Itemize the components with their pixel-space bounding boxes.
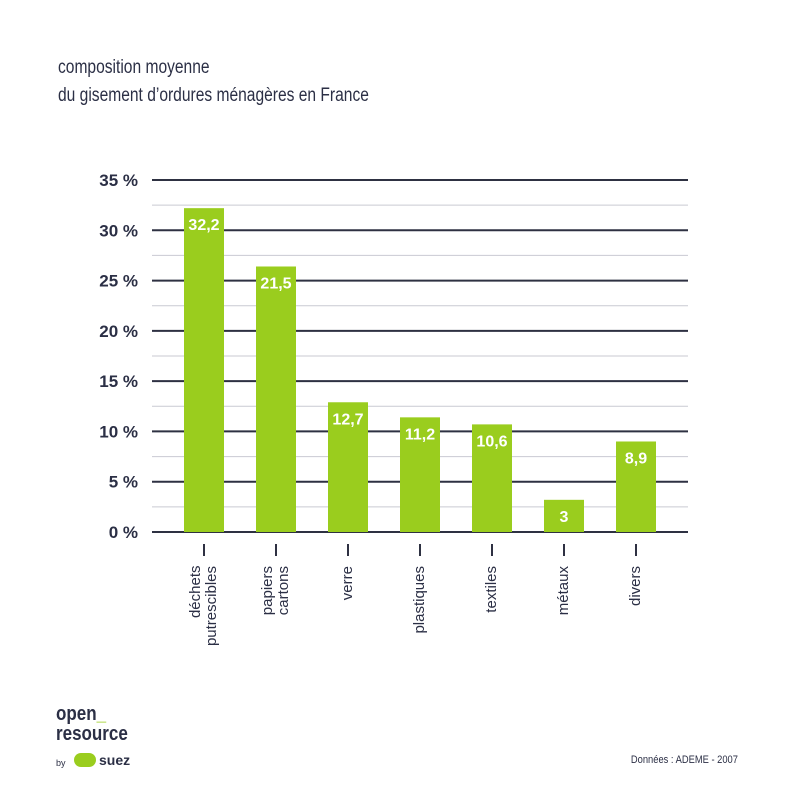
x-tick-label: textiles <box>483 566 500 613</box>
bar-value-label: 8,9 <box>625 450 647 467</box>
logo-open: open <box>56 703 97 725</box>
x-tick-label: divers <box>627 566 644 607</box>
bar <box>616 441 656 532</box>
bar <box>184 208 224 532</box>
logo-resource: resource <box>56 723 128 745</box>
bar <box>544 499 584 532</box>
x-tick-label: papiers cartons <box>259 566 292 616</box>
suez-logo: suez <box>74 752 130 768</box>
open-resource-logo: open_ resource <box>56 704 128 744</box>
bar-value-label: 32,2 <box>188 217 219 234</box>
x-tick-label: métaux <box>555 566 572 616</box>
logo-underscore: _ <box>96 703 107 725</box>
y-tick-label: 35 % <box>99 171 138 190</box>
bar <box>472 424 512 532</box>
y-tick-label: 30 % <box>99 221 138 240</box>
bar-value-label: 12,7 <box>332 411 363 428</box>
y-tick-label: 0 % <box>109 523 138 542</box>
y-tick-label: 15 % <box>99 372 138 391</box>
bar-value-label: 21,5 <box>260 275 291 292</box>
y-tick-label: 5 % <box>109 473 138 492</box>
suez-mark-icon <box>74 753 96 767</box>
x-tick-label: déchets putrescibles <box>187 566 220 647</box>
suez-wordmark: suez <box>99 752 131 768</box>
data-source: Données : ADEME - 2007 <box>630 754 738 766</box>
logo-by: by <box>56 758 66 768</box>
bar-value-label: 3 <box>560 509 569 526</box>
y-tick-label: 10 % <box>99 422 138 441</box>
bar <box>256 266 296 532</box>
bar-value-label: 11,2 <box>405 426 435 443</box>
x-tick-label: plastiques <box>411 566 428 634</box>
y-tick-label: 25 % <box>99 272 138 291</box>
chart-title: composition moyenne du gisement d’ordure… <box>58 54 369 110</box>
title-line-1: composition moyenne <box>58 57 210 78</box>
y-tick-label: 20 % <box>99 322 138 341</box>
bar <box>400 417 440 532</box>
bar <box>328 402 368 532</box>
bar-value-label: 10,6 <box>476 433 507 450</box>
title-line-2: du gisement d’ordures ménagères en Franc… <box>58 85 369 106</box>
x-tick-label: verre <box>339 566 356 601</box>
